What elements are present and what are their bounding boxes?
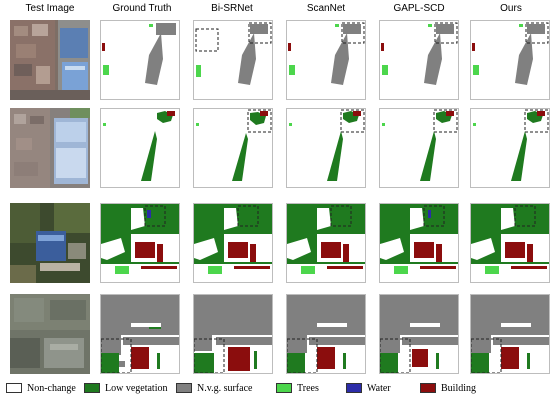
header-gapl-scd: GAPL-SCD (393, 3, 445, 14)
gapl-scd-row-1 (379, 20, 459, 100)
legend-item-trees: Trees (276, 381, 319, 395)
legend-label-nvg-surface: N.v.g. surface (197, 382, 253, 394)
ours-row-3 (470, 203, 550, 283)
swatch-trees (276, 383, 292, 393)
header-scannet: ScanNet (306, 3, 346, 14)
gapl-scd-row-4 (379, 294, 459, 374)
legend-item-non-change: Non-change (6, 381, 76, 395)
gapl-scd-row-2 (379, 108, 459, 188)
ground-truth-row-2 (100, 108, 180, 188)
ours-row-4 (470, 294, 550, 374)
test-image-row-1 (10, 20, 90, 100)
swatch-low-vegetation (84, 383, 100, 393)
legend-item-low-vegetation: Low vegetation (84, 381, 167, 395)
legend-item-water: Water (346, 381, 391, 395)
bi-srnet-row-2 (193, 108, 273, 188)
ours-row-1 (470, 20, 550, 100)
swatch-non-change (6, 383, 22, 393)
test-image-row-2 (10, 108, 90, 188)
legend-label-building: Building (441, 382, 477, 394)
header-bi-srnet: Bi-SRNet (211, 3, 253, 14)
gapl-scd-row-3 (379, 203, 459, 283)
ours-row-2 (470, 108, 550, 188)
legend-item-building: Building (420, 381, 476, 395)
legend-item-nvg-surface: N.v.g. surface (176, 381, 252, 395)
legend-label-low-vegetation: Low vegetation (105, 382, 168, 394)
ground-truth-row-1 (100, 20, 180, 100)
bi-srnet-row-3 (193, 203, 273, 283)
scannet-row-3 (286, 203, 366, 283)
legend-label-trees: Trees (297, 382, 319, 394)
header-ours: Ours (500, 3, 522, 14)
bi-srnet-row-4 (193, 294, 273, 374)
swatch-water (346, 383, 362, 393)
legend-label-non-change: Non-change (27, 382, 76, 394)
swatch-building (420, 383, 436, 393)
ground-truth-row-4 (100, 294, 180, 374)
legend: Non-change Low vegetation N.v.g. surface… (0, 381, 550, 399)
scannet-row-2 (286, 108, 366, 188)
legend-label-water: Water (367, 382, 391, 394)
ground-truth-row-3 (100, 203, 180, 283)
header-ground-truth: Ground Truth (112, 3, 172, 14)
header-test-image: Test Image (25, 3, 75, 14)
scannet-row-1 (286, 20, 366, 100)
bi-srnet-row-1 (193, 20, 273, 100)
test-image-row-4 (10, 294, 90, 374)
test-image-row-3 (10, 203, 90, 283)
scannet-row-4 (286, 294, 366, 374)
swatch-nvg-surface (176, 383, 192, 393)
